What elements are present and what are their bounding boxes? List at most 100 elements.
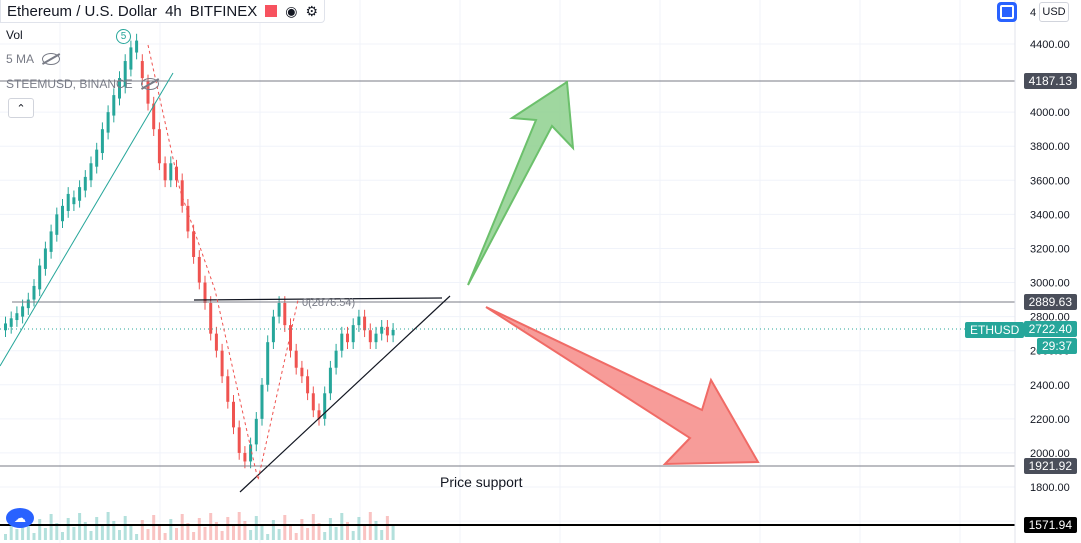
candle-body: [266, 342, 270, 385]
candle-body: [175, 166, 178, 181]
volume-bar: [123, 516, 127, 540]
gear-icon[interactable]: ⚙: [305, 2, 319, 19]
legend-compare-label: STEEMUSD, BINANCE: [6, 77, 133, 91]
candle-body: [26, 299, 30, 309]
collapse-legend-button[interactable]: ⌃: [8, 98, 34, 118]
eye-hidden-icon[interactable]: [42, 53, 61, 65]
candle-body: [209, 302, 213, 334]
volume-bar: [157, 524, 161, 540]
price-axis[interactable]: [1015, 0, 1081, 543]
volume-bar: [169, 519, 173, 540]
volume-bar: [197, 518, 201, 540]
candle-body: [180, 180, 184, 206]
price-tick-label: 2800.00: [1030, 312, 1070, 324]
candle-body: [89, 163, 93, 181]
price-tag-1571: 1571.94: [1023, 517, 1077, 533]
candle-body: [146, 81, 150, 104]
candle-body: [391, 329, 395, 336]
candle-body: [106, 112, 110, 133]
volume-bar: [175, 528, 178, 540]
candle-body: [277, 302, 281, 317]
candle-body: [374, 333, 378, 343]
candle-body: [249, 444, 253, 462]
price-tick-label: 4: [1030, 7, 1036, 19]
volume-bar: [226, 517, 230, 540]
volume-bar: [249, 530, 253, 540]
price-tick-label: 4400.00: [1030, 39, 1070, 51]
candle-body: [78, 187, 82, 201]
volume-bar: [380, 530, 384, 540]
volume-bar: [300, 519, 304, 540]
candle-body: [38, 265, 42, 290]
candle-body: [289, 325, 292, 351]
symbol-title[interactable]: Ethereum / U.S. Dollar: [7, 2, 158, 20]
price-support-label[interactable]: Price support: [440, 474, 523, 490]
candle-body: [260, 384, 264, 419]
candle-body: [95, 149, 99, 167]
volume-bar: [271, 520, 275, 540]
volume-bar: [334, 527, 338, 540]
volume-bar: [89, 531, 93, 540]
interval-label[interactable]: 4h: [165, 2, 182, 20]
candle-body: [243, 452, 247, 462]
legend-ma[interactable]: 5 MA: [6, 52, 61, 66]
volume-bar: [328, 518, 332, 540]
volume-bars: [4, 512, 395, 540]
volume-bar: [38, 519, 42, 540]
bar-countdown: 29:37: [1036, 338, 1077, 354]
volume-bar: [385, 516, 389, 540]
exchange-label: BITFINEX: [189, 2, 258, 20]
candle-body: [49, 231, 53, 252]
candle-body: [237, 427, 241, 453]
candle-body: [140, 61, 144, 79]
volume-bar: [220, 531, 224, 540]
auto-scale-button[interactable]: [997, 2, 1017, 22]
volume-bar: [26, 524, 30, 540]
candle-body: [294, 350, 298, 368]
legend-compare[interactable]: STEEMUSD, BINANCE: [6, 77, 159, 91]
legend-vol[interactable]: Vol: [6, 28, 23, 42]
candle-body: [232, 401, 235, 428]
price-tag-2889: 2889.63: [1023, 294, 1077, 310]
candle-body: [43, 248, 47, 269]
candle-body: [385, 326, 389, 336]
candle-body: [169, 163, 173, 181]
symbol-header[interactable]: Ethereum / U.S. Dollar 4h BITFINEX ◉ ⚙: [0, 0, 326, 23]
price-tick-label: 3000.00: [1030, 278, 1070, 290]
eye-hidden-icon[interactable]: [140, 78, 159, 90]
price-tag-1921: 1921.92: [1023, 458, 1077, 474]
candle-body: [220, 350, 224, 377]
candle-body: [129, 47, 133, 70]
eye-icon[interactable]: ◉: [285, 2, 298, 19]
tradingview-logo[interactable]: ☁: [6, 508, 34, 528]
volume-bar: [266, 534, 270, 540]
candle-body: [197, 256, 201, 283]
candle-body: [123, 61, 127, 87]
volume-bar: [83, 522, 87, 540]
volume-bar: [4, 534, 7, 540]
volume-bar: [186, 523, 190, 540]
zigzag-line: [147, 44, 299, 481]
candle-body: [203, 282, 207, 303]
up-arrow[interactable]: [467, 80, 575, 286]
candle-body: [118, 78, 121, 99]
auto-scale-icon: [1000, 5, 1014, 19]
volume-bar: [135, 534, 139, 540]
down-arrow[interactable]: [485, 306, 760, 466]
candle-body: [192, 231, 196, 257]
price-tick-label: 2200.00: [1030, 414, 1070, 426]
price-tick-label: 3200.00: [1030, 243, 1070, 255]
uptrend-line[interactable]: [0, 72, 174, 367]
candle-body: [226, 376, 230, 402]
candle-body: [254, 418, 258, 445]
currency-button[interactable]: USD: [1039, 2, 1069, 22]
volume-bar: [61, 532, 64, 540]
triangle-support[interactable]: [239, 295, 451, 493]
volume-bar: [260, 525, 264, 540]
triangle-resistance[interactable]: [193, 297, 443, 301]
legend-ma-label: 5 MA: [6, 52, 35, 66]
candle-body: [9, 318, 13, 327]
volume-bar: [351, 531, 355, 540]
price-tick-label: 3800.00: [1030, 141, 1070, 153]
